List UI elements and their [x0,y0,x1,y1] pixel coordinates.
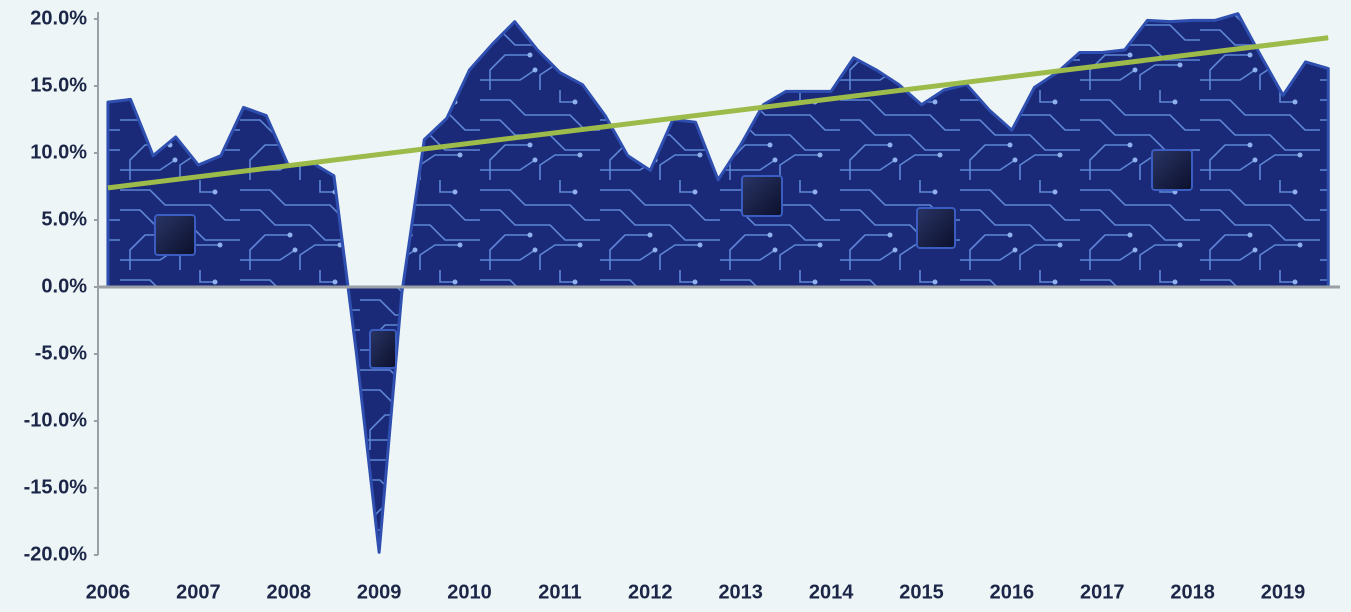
x-tick-label: 2011 [538,581,581,603]
x-tick-label: 2007 [176,581,221,603]
x-tick-label: 2018 [1170,581,1215,603]
y-tick-label: -20.0% [24,543,88,565]
x-tick-label: 2008 [266,581,311,603]
trend-line [107,35,1329,191]
area [106,12,1330,554]
x-tick-label: 2012 [628,581,673,603]
x-tick-label: 2010 [447,581,492,603]
y-tick-label: 5.0% [41,208,87,230]
y-tick-label: 0.0% [41,275,87,297]
x-tick-label: 2016 [990,581,1035,603]
x-tick-label: 2013 [718,581,763,603]
y-tick-label: 20.0% [30,7,87,29]
x-tick-label: 2017 [1080,581,1125,603]
chip-decoration [154,149,1193,369]
x-tick-label: 2015 [899,581,944,603]
x-tick-label: 2019 [1261,581,1306,603]
x-tick-label: 2014 [809,581,854,603]
y-tick-label: 15.0% [30,74,87,96]
x-tick-label: 2009 [357,581,402,603]
y-tick-label: 10.0% [30,141,87,163]
x-tick-label: 2006 [86,581,131,603]
y-tick-label: -5.0% [35,342,87,364]
y-tick-label: -10.0% [24,409,88,431]
y-tick-label: -15.0% [24,476,88,498]
